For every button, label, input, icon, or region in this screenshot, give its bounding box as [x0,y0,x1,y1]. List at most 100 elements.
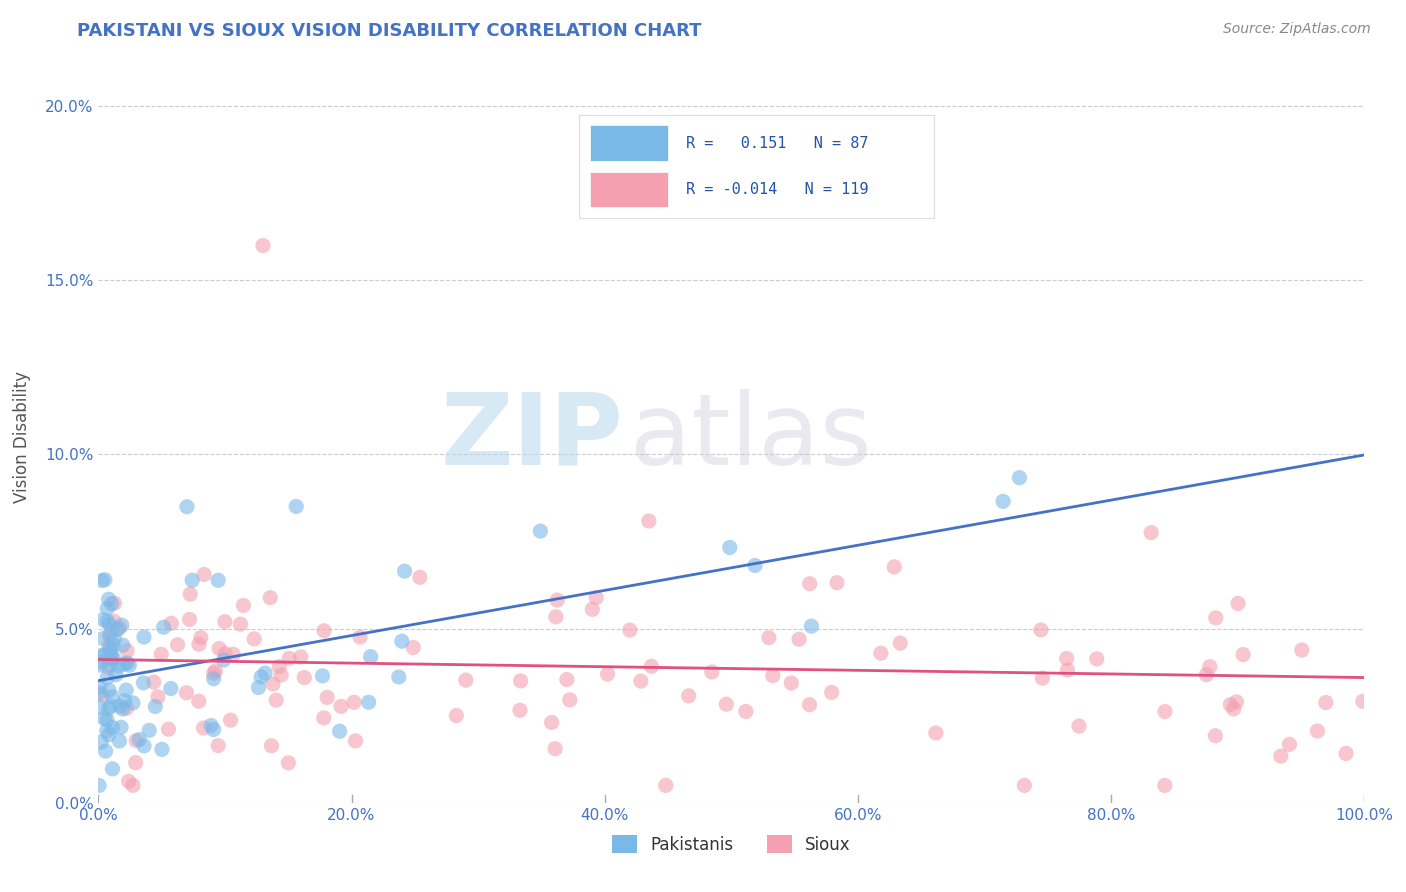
Point [546,593,568,607]
Point [1205,611,1227,625]
Point [391,634,413,648]
Point [718,541,741,555]
Point [107,659,129,673]
Point [290,650,312,665]
Point [360,649,382,664]
Point [581,602,603,616]
Point [394,564,416,578]
Point [94,573,117,587]
Point [1351,694,1374,708]
Point [262,677,284,691]
Point [800,619,823,633]
Point [1056,663,1078,677]
Point [98,639,121,653]
Point [925,726,948,740]
Point [166,638,188,652]
Point [357,695,380,709]
Point [540,715,562,730]
Point [97,702,120,716]
Point [160,616,183,631]
Point [311,669,333,683]
Point [108,698,131,713]
Point [207,574,229,588]
Point [585,591,607,605]
Text: atlas: atlas [630,389,872,485]
Point [103,632,125,646]
Point [252,238,274,252]
Point [115,656,138,670]
Point [870,646,893,660]
Point [799,576,821,591]
Point [1153,778,1175,792]
Point [344,734,367,748]
Point [93,613,115,627]
Point [229,617,252,632]
Point [146,690,169,704]
Point [89,655,111,669]
Point [388,670,411,684]
Point [107,623,129,637]
Point [343,695,366,709]
Point [118,658,141,673]
Point [214,615,236,629]
Point [125,733,148,747]
Point [1067,719,1090,733]
Point [100,648,122,662]
Point [1225,695,1247,709]
Point [329,724,352,739]
Point [96,614,118,628]
Point [219,713,242,727]
Point [780,676,803,690]
Point [454,673,477,687]
Point [278,651,301,665]
Point [190,631,212,645]
Point [991,494,1014,508]
Point [100,597,122,611]
Point [115,644,138,658]
Point [122,696,145,710]
Point [254,666,277,681]
Point [762,668,785,682]
Point [101,721,124,735]
Point [122,778,145,792]
Point [1306,724,1329,739]
Point [193,567,215,582]
Point [187,694,209,708]
Point [555,673,578,687]
Point [1008,470,1031,484]
Point [889,636,911,650]
Point [349,630,371,644]
Point [1204,729,1226,743]
Point [821,685,844,699]
Point [1140,525,1163,540]
Point [96,723,118,738]
Text: PAKISTANI VS SIOUX VISION DISABILITY CORRELATION CHART: PAKISTANI VS SIOUX VISION DISABILITY COR… [77,22,702,40]
Point [157,722,180,736]
Point [89,658,111,673]
Point [132,676,155,690]
Point [638,514,661,528]
Point [222,647,245,661]
Point [202,666,225,681]
Point [101,690,124,704]
Point [89,700,111,714]
Point [758,631,780,645]
Point [179,587,201,601]
Point [640,659,662,673]
Point [1198,659,1220,673]
Point [98,617,121,632]
Point [89,680,111,694]
Point [260,739,283,753]
Point [270,668,292,682]
Point [1056,651,1078,665]
Point [799,698,821,712]
Point [446,708,468,723]
Point [101,639,124,653]
Point [98,630,121,644]
Point [150,742,173,756]
Point [176,500,198,514]
Point [1195,667,1218,681]
Point [142,675,165,690]
Point [93,711,115,725]
Point [700,665,723,679]
